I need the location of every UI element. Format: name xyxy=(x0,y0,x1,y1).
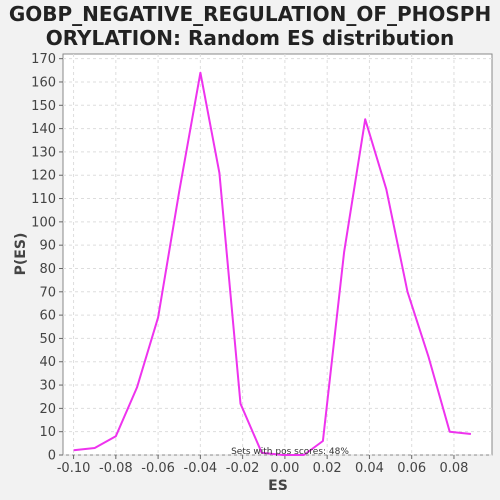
y-tick-label: 90 xyxy=(39,239,56,254)
positive-scores-annotation: Sets with pos scores: 48% xyxy=(231,447,349,457)
series-line xyxy=(73,71,472,456)
x-tick-label: 0.06 xyxy=(397,461,426,476)
y-tick-label: 20 xyxy=(39,402,56,417)
y-tick-label: 150 xyxy=(31,99,56,114)
y-tick-label: 50 xyxy=(39,332,56,347)
y-tick-label: 130 xyxy=(31,145,56,160)
y-tick-label: 0 xyxy=(48,449,56,464)
y-tick-label: 80 xyxy=(39,262,56,277)
y-tick-label: 140 xyxy=(31,122,56,137)
x-tick-label: 0.04 xyxy=(355,461,384,476)
y-tick-label: 100 xyxy=(31,215,56,230)
y-tick-label: 170 xyxy=(31,52,56,67)
x-axis-label: ES xyxy=(268,478,288,494)
series-group xyxy=(73,71,472,456)
chart-title: GOBP_NEGATIVE_REGULATION_OF_PHOSPH ORYLA… xyxy=(0,2,500,50)
x-tick-label: 0.00 xyxy=(270,461,299,476)
y-tick-label: 120 xyxy=(31,169,56,184)
y-tick-label: 160 xyxy=(31,75,56,90)
y-axis-label: P(ES) xyxy=(13,233,29,276)
y-tick-label: 60 xyxy=(39,309,56,324)
y-tick-label: 40 xyxy=(39,355,56,370)
y-axis: 0 10 20 30 40 50 60 70 80 90 100 110 120 130 140 150 160… xyxy=(31,52,63,464)
x-tick-label: -0.02 xyxy=(226,461,260,476)
y-tick-label: 30 xyxy=(39,379,56,394)
x-axis: -0.10 -0.08 -0.06 -0.04 -0.02 0.00 0.02 0.04 0.0… xyxy=(57,455,468,476)
x-tick-label: 0.08 xyxy=(439,461,468,476)
grid-lines xyxy=(63,54,492,456)
chart-title-line-2: ORYLATION: Random ES distribution xyxy=(45,26,455,50)
x-tick-label: -0.10 xyxy=(57,461,91,476)
plot-area xyxy=(62,53,493,456)
y-tick-label: 110 xyxy=(31,192,56,207)
y-tick-label: 10 xyxy=(39,425,56,440)
x-tick-label: -0.04 xyxy=(184,461,218,476)
x-tick-label: -0.06 xyxy=(141,461,175,476)
x-tick-label: -0.08 xyxy=(99,461,133,476)
chart-title-line-1: GOBP_NEGATIVE_REGULATION_OF_PHOSPH xyxy=(8,2,492,26)
y-tick-label: 70 xyxy=(39,285,56,300)
x-tick-label: 0.02 xyxy=(313,461,342,476)
